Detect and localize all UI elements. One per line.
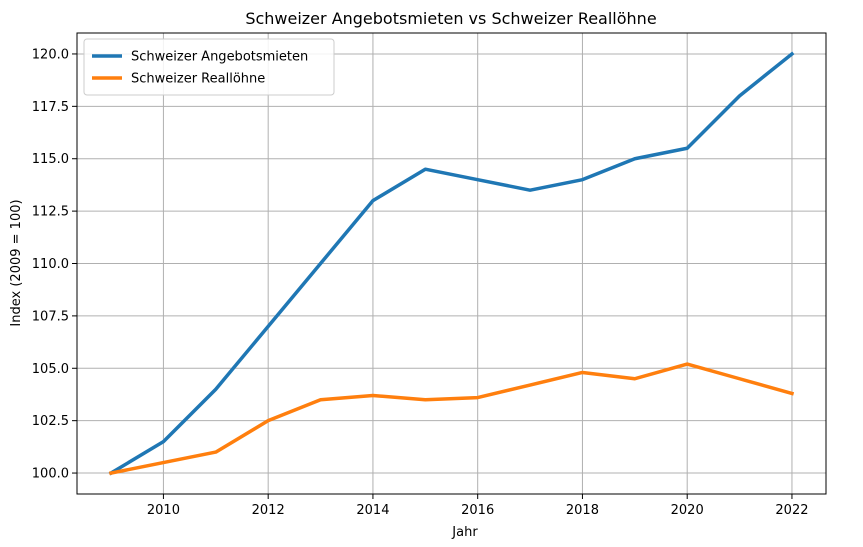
legend-box <box>83 38 335 96</box>
y-tick-label: 120.0 <box>32 47 69 62</box>
y-tick-label: 102.5 <box>32 414 69 429</box>
y-axis: 100.0 102.5 105.0 107.5 110.0 112.5 115.0 117.5… <box>32 47 77 482</box>
series-line-1 <box>108 51 795 476</box>
x-axis-label: Jahr <box>451 525 478 540</box>
x-tick-label: 2010 <box>147 503 180 518</box>
y-axis-label: Index (2009 = 100) <box>9 199 24 326</box>
chart-title: Schweizer Angebotsmieten vs Schweizer Re… <box>245 9 656 28</box>
y-tick-label: 100.0 <box>32 467 69 482</box>
legend: Schweizer Angebotsmieten Schweizer Reallö… <box>83 38 335 96</box>
y-tick-label: 112.5 <box>32 205 69 220</box>
y-tick-label: 110.0 <box>32 257 69 272</box>
x-tick-label: 2012 <box>252 503 285 518</box>
series-lines <box>108 51 795 476</box>
x-tick-label: 2016 <box>461 503 494 518</box>
y-tick-label: 117.5 <box>32 100 69 115</box>
x-tick-label: 2020 <box>671 503 704 518</box>
x-tick-label: 2018 <box>566 503 599 518</box>
y-tick-label: 115.0 <box>32 152 69 167</box>
series-line-2 <box>108 362 795 476</box>
y-tick-label: 105.0 <box>32 362 69 377</box>
x-tick-label: 2014 <box>356 503 389 518</box>
x-tick-label: 2022 <box>775 503 808 518</box>
legend-label: Schweizer Angebotsmieten <box>131 50 308 65</box>
y-tick-label: 107.5 <box>32 309 69 324</box>
legend-label: Schweizer Reallöhne <box>131 72 265 87</box>
x-axis: 2010 2012 2014 2016 2018 2020 2022 <box>147 494 809 518</box>
